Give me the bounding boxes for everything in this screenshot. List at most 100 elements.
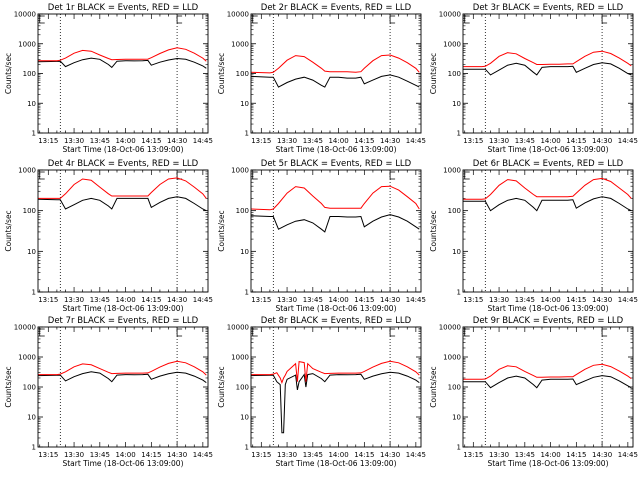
series-line-lld xyxy=(38,360,207,376)
x-tick-label: 14:15 xyxy=(354,451,374,459)
flag-marker xyxy=(39,328,45,337)
x-tick-label: 13:45 xyxy=(515,296,535,304)
x-tick-label: 14:45 xyxy=(618,451,638,459)
flag-marker xyxy=(464,15,470,24)
panel-title: Det 1r BLACK = Events, RED = LLD xyxy=(48,3,199,13)
panel-8: Det 8r BLACK = Events, RED = LLD Counts/s… xyxy=(217,316,426,468)
x-tick-label: 13:15 xyxy=(251,137,271,145)
x-tick-label: 14:45 xyxy=(406,451,426,459)
series-line-lld xyxy=(463,363,632,380)
x-tick-label: 14:00 xyxy=(540,451,560,459)
series-line-events xyxy=(37,57,207,69)
y-tick-label: 1000 xyxy=(443,167,461,175)
series-line-lld xyxy=(250,54,420,74)
y-tick-label: 10000 xyxy=(439,324,461,332)
x-axis-label: Start Time (18-Oct-06 13:09:00) xyxy=(62,145,183,154)
series-line-events xyxy=(250,74,420,88)
x-tick-label: 14:30 xyxy=(592,296,612,304)
y-tick-label: 1000 xyxy=(443,354,461,362)
panel-title: Det 9r BLACK = Events, RED = LLD xyxy=(473,316,624,326)
x-tick-label: 13:15 xyxy=(251,296,271,304)
x-tick-label: 14:30 xyxy=(167,451,187,459)
y-tick-label: 100 xyxy=(236,384,249,392)
x-tick-label: 13:30 xyxy=(64,137,84,145)
x-tick-label: 14:45 xyxy=(406,137,426,145)
y-tick-label: 10 xyxy=(240,248,249,256)
y-axis-label: Counts/sec xyxy=(217,210,226,251)
y-axis-label: Counts/sec xyxy=(4,366,13,407)
x-tick-label: 13:45 xyxy=(515,137,535,145)
series-line-events xyxy=(37,371,207,384)
flag-marker xyxy=(389,328,396,337)
x-tick-label: 14:15 xyxy=(141,137,161,145)
plot-frame xyxy=(250,169,422,293)
y-tick-label: 1 xyxy=(457,130,461,138)
series-line-events xyxy=(250,214,420,233)
x-tick-label: 14:45 xyxy=(618,137,638,145)
y-tick-label: 10000 xyxy=(14,324,36,332)
y-tick-label: 1 xyxy=(457,289,461,297)
series-line-events xyxy=(463,375,632,389)
y-tick-label: 1000 xyxy=(231,167,249,175)
y-axis-label: Counts/sec xyxy=(4,53,13,94)
series-line-lld xyxy=(38,47,207,62)
flag-marker xyxy=(252,328,258,337)
x-tick-label: 14:30 xyxy=(167,296,187,304)
x-tick-label: 13:15 xyxy=(38,296,58,304)
x-tick-label: 14:45 xyxy=(193,451,213,459)
y-tick-label: 1 xyxy=(245,444,249,452)
x-tick-label: 14:15 xyxy=(566,137,586,145)
x-tick-label: 13:45 xyxy=(515,451,535,459)
panel-7: Det 7r BLACK = Events, RED = LLD Counts/s… xyxy=(4,316,213,468)
y-tick-label: 1 xyxy=(32,444,36,452)
x-tick-label: 13:15 xyxy=(38,451,58,459)
y-axis-label: Counts/sec xyxy=(429,53,438,94)
x-axis-label: Start Time (18-Oct-06 13:09:00) xyxy=(487,145,608,154)
y-tick-label: 100 xyxy=(236,207,249,215)
x-tick-label: 13:30 xyxy=(64,451,84,459)
y-axis-label: Counts/sec xyxy=(217,53,226,94)
x-tick-label: 14:00 xyxy=(328,137,348,145)
flag-marker xyxy=(601,15,608,24)
x-axis-label: Start Time (18-Oct-06 13:09:00) xyxy=(62,304,183,313)
y-tick-label: 10000 xyxy=(227,324,249,332)
panel-9: Det 9r BLACK = Events, RED = LLD Counts/s… xyxy=(429,316,638,468)
x-tick-label: 14:30 xyxy=(380,296,400,304)
y-axis-label: Counts/sec xyxy=(429,210,438,251)
x-tick-label: 13:45 xyxy=(90,451,110,459)
flag-marker xyxy=(252,171,258,180)
flag-marker xyxy=(39,15,45,24)
y-tick-label: 10000 xyxy=(439,11,461,19)
panel-title: Det 4r BLACK = Events, RED = LLD xyxy=(48,159,199,169)
x-tick-label: 14:30 xyxy=(167,137,187,145)
plot-frame xyxy=(37,169,209,293)
y-tick-label: 1000 xyxy=(18,40,36,48)
series-line-lld xyxy=(463,50,632,68)
flag-marker xyxy=(601,171,608,180)
x-axis-label: Start Time (18-Oct-06 13:09:00) xyxy=(487,459,608,468)
series-line-events xyxy=(463,196,632,212)
x-tick-label: 13:15 xyxy=(463,137,483,145)
y-tick-label: 100 xyxy=(23,70,36,78)
series-line-lld xyxy=(38,177,207,199)
panel-title: Det 7r BLACK = Events, RED = LLD xyxy=(48,316,199,326)
x-tick-label: 13:30 xyxy=(277,137,297,145)
x-tick-label: 14:00 xyxy=(115,451,135,459)
x-tick-label: 14:30 xyxy=(592,137,612,145)
x-tick-label: 14:00 xyxy=(540,296,560,304)
plot-frame xyxy=(37,13,209,134)
y-tick-label: 100 xyxy=(236,70,249,78)
x-tick-label: 13:45 xyxy=(303,296,323,304)
y-tick-label: 100 xyxy=(448,384,461,392)
plot-frame xyxy=(462,13,634,134)
y-tick-label: 1 xyxy=(457,444,461,452)
x-tick-label: 13:30 xyxy=(489,137,509,145)
x-tick-label: 13:15 xyxy=(463,451,483,459)
x-axis-label: Start Time (18-Oct-06 13:09:00) xyxy=(62,459,183,468)
y-axis-label: Counts/sec xyxy=(429,366,438,407)
plot-frame xyxy=(462,326,634,448)
y-tick-label: 10000 xyxy=(227,11,249,19)
flag-marker xyxy=(389,15,396,24)
plot-frame xyxy=(37,326,209,448)
